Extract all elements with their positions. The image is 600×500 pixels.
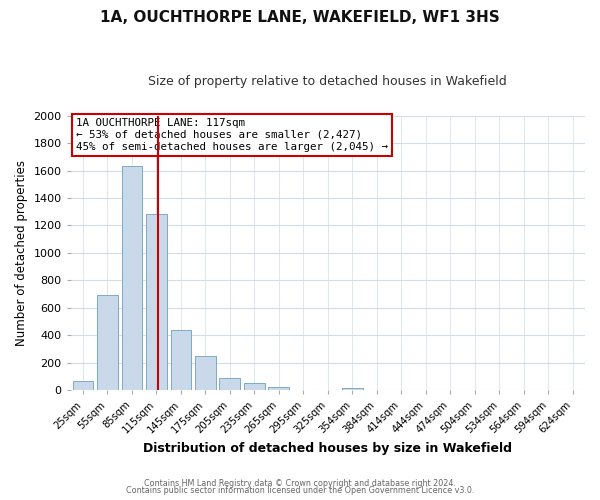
Text: Contains HM Land Registry data © Crown copyright and database right 2024.: Contains HM Land Registry data © Crown c… — [144, 478, 456, 488]
Bar — [220, 378, 241, 390]
Text: 1A, OUCHTHORPE LANE, WAKEFIELD, WF1 3HS: 1A, OUCHTHORPE LANE, WAKEFIELD, WF1 3HS — [100, 10, 500, 25]
X-axis label: Distribution of detached houses by size in Wakefield: Distribution of detached houses by size … — [143, 442, 512, 455]
Title: Size of property relative to detached houses in Wakefield: Size of property relative to detached ho… — [148, 75, 507, 88]
Bar — [244, 384, 265, 390]
Bar — [195, 356, 216, 390]
Y-axis label: Number of detached properties: Number of detached properties — [15, 160, 28, 346]
Bar — [170, 330, 191, 390]
Bar — [146, 214, 167, 390]
Text: Contains public sector information licensed under the Open Government Licence v3: Contains public sector information licen… — [126, 486, 474, 495]
Bar — [97, 295, 118, 390]
Bar — [342, 388, 363, 390]
Bar — [73, 382, 94, 390]
Bar — [122, 166, 142, 390]
Text: 1A OUCHTHORPE LANE: 117sqm
← 53% of detached houses are smaller (2,427)
45% of s: 1A OUCHTHORPE LANE: 117sqm ← 53% of deta… — [76, 118, 388, 152]
Bar — [268, 386, 289, 390]
